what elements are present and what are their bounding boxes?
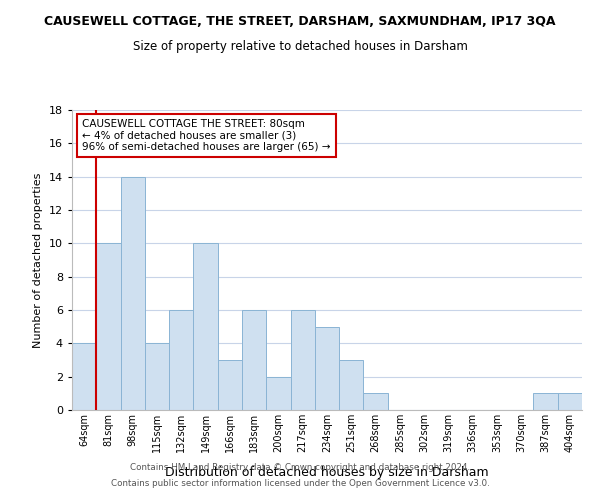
Bar <box>558 394 582 410</box>
Bar <box>169 310 193 410</box>
Bar <box>290 310 315 410</box>
Y-axis label: Number of detached properties: Number of detached properties <box>33 172 43 348</box>
Text: Contains public sector information licensed under the Open Government Licence v3: Contains public sector information licen… <box>110 478 490 488</box>
Text: Contains HM Land Registry data © Crown copyright and database right 2024.: Contains HM Land Registry data © Crown c… <box>130 464 470 472</box>
Text: CAUSEWELL COTTAGE THE STREET: 80sqm
← 4% of detached houses are smaller (3)
96% : CAUSEWELL COTTAGE THE STREET: 80sqm ← 4%… <box>82 119 331 152</box>
Text: CAUSEWELL COTTAGE, THE STREET, DARSHAM, SAXMUNDHAM, IP17 3QA: CAUSEWELL COTTAGE, THE STREET, DARSHAM, … <box>44 15 556 28</box>
Bar <box>193 244 218 410</box>
Bar <box>121 176 145 410</box>
Bar <box>533 394 558 410</box>
Bar <box>266 376 290 410</box>
Bar <box>72 344 96 410</box>
Bar <box>364 394 388 410</box>
Bar <box>242 310 266 410</box>
Bar <box>145 344 169 410</box>
Bar <box>315 326 339 410</box>
Bar <box>218 360 242 410</box>
Bar <box>96 244 121 410</box>
Text: Size of property relative to detached houses in Darsham: Size of property relative to detached ho… <box>133 40 467 53</box>
Bar <box>339 360 364 410</box>
X-axis label: Distribution of detached houses by size in Darsham: Distribution of detached houses by size … <box>165 466 489 479</box>
